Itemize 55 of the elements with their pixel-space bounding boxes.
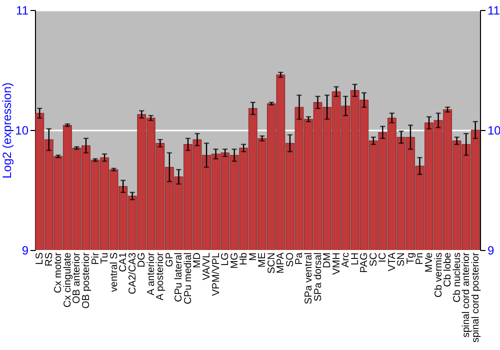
x-tick-label: PAG — [359, 252, 370, 273]
x-tick-label: spinal cord posterior — [470, 252, 482, 343]
x-tick-label: M — [248, 252, 259, 261]
x-tick-label: Tg — [405, 252, 416, 264]
x-tick-label: IC — [378, 252, 389, 262]
x-tick-label: Tu — [100, 252, 111, 264]
x-tick-label: VMH — [331, 252, 342, 275]
y-tick-label: 11 — [16, 4, 29, 18]
x-tick-label: Cb nucleus — [452, 252, 463, 303]
x-tick-label: LS — [34, 252, 46, 265]
x-tick-label: Arc — [340, 252, 352, 268]
x-tick-label: Cb lobe — [442, 252, 454, 287]
x-tick-label: SPa ventral — [303, 252, 314, 304]
x-tick-label: Cx motor — [53, 252, 64, 294]
x-tick-label: LG — [220, 252, 232, 266]
x-tick-label: RS — [44, 252, 55, 266]
x-tick-label: VTA — [386, 252, 398, 272]
x-tick-label: MVe — [424, 252, 436, 273]
x-tick-label: SC — [368, 252, 380, 266]
x-tick-label: SPa dorsal — [312, 252, 324, 302]
x-tick-label: SCN — [266, 252, 278, 274]
y2-tick-label: 9 — [488, 244, 494, 258]
y2-tick-label: 10 — [488, 124, 500, 138]
x-tick-label: Cb vermis — [433, 252, 444, 298]
x-tick-label: A posterior — [155, 252, 166, 300]
x-tick-label: VA/VL — [202, 252, 213, 280]
x-tick-label: MG — [229, 252, 240, 269]
y-axis-title: Log2 (expression) — [0, 82, 14, 179]
x-tick-label: Hb — [238, 252, 250, 266]
x-tick-label: Pir — [90, 252, 102, 265]
x-tick-label: Pa — [294, 252, 306, 265]
x-tick-label: OB anterior — [72, 252, 83, 304]
x-tick-label: DM — [322, 252, 334, 268]
x-tick-label: ME — [257, 252, 268, 268]
y-tick-label: 10 — [15, 124, 29, 138]
y-tick-label: 9 — [22, 244, 29, 258]
x-tick-label: CPu lateral — [174, 252, 185, 302]
x-tick-label: SN — [396, 252, 408, 266]
x-tick-label: Cx cingulate — [62, 252, 74, 308]
x-tick-label: OB posterior — [80, 252, 92, 309]
x-tick-label: CA2/CA3 — [127, 252, 138, 294]
x-tick-label: SO — [284, 252, 296, 267]
x-tick-label: CA1 — [118, 252, 130, 272]
x-tick-label: CPu medial — [182, 252, 194, 304]
x-tick-label: spinal cord anterior — [461, 252, 472, 338]
x-tick-label: MPA — [276, 252, 287, 274]
x-tick-label: VPM/VPL — [210, 252, 222, 296]
x-tick-label: GP — [164, 252, 176, 267]
x-tick-label: Pn — [414, 252, 426, 265]
x-tick-label: ventral S — [108, 252, 120, 292]
x-tick-label: MD — [192, 252, 204, 268]
x-tick-label: LH — [350, 252, 361, 266]
y2-tick-label: 11 — [488, 4, 500, 18]
x-tick-label: A anterior — [146, 252, 157, 296]
x-tick-label: DG — [136, 252, 148, 268]
